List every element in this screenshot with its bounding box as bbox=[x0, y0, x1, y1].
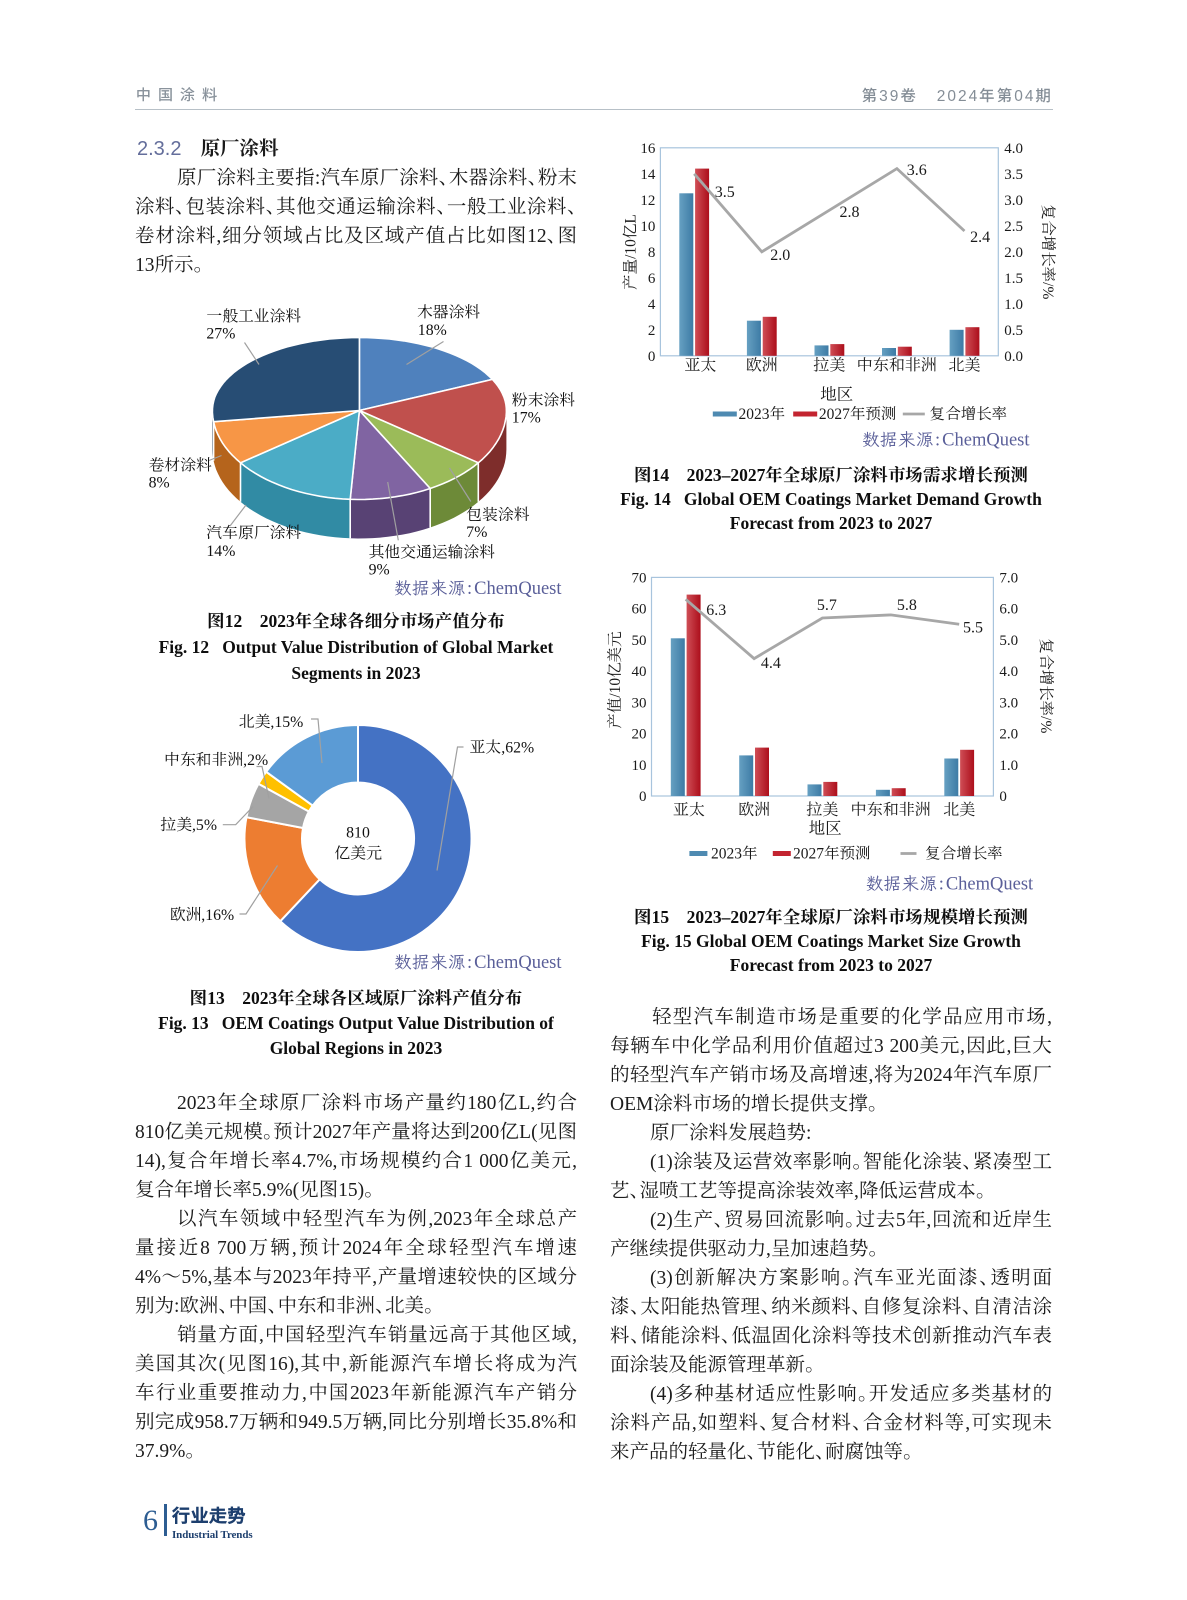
svg-text:2.0: 2.0 bbox=[1004, 245, 1023, 261]
svg-text:亚太,62%: 亚太,62% bbox=[470, 739, 535, 757]
svg-text:70: 70 bbox=[632, 570, 647, 586]
svg-text:欧洲: 欧洲 bbox=[738, 801, 770, 819]
svg-text:2.5: 2.5 bbox=[1004, 219, 1023, 235]
svg-text:8%: 8% bbox=[149, 475, 170, 492]
svg-text:16: 16 bbox=[640, 141, 656, 157]
svg-text:产量/10亿L: 产量/10亿L bbox=[622, 214, 640, 290]
svg-text:2027年预测: 2027年预测 bbox=[793, 845, 871, 863]
svg-text:10: 10 bbox=[640, 219, 655, 235]
svg-text:4: 4 bbox=[648, 297, 656, 313]
svg-text:40: 40 bbox=[632, 664, 647, 680]
svg-text:4.0: 4.0 bbox=[1004, 141, 1023, 157]
svg-text:欧洲,16%: 欧洲,16% bbox=[170, 906, 235, 924]
svg-text:4.4: 4.4 bbox=[761, 655, 781, 672]
svg-text:北美,15%: 北美,15% bbox=[239, 713, 303, 731]
svg-text:6: 6 bbox=[648, 271, 656, 287]
svg-text:0: 0 bbox=[999, 789, 1007, 805]
svg-text:5.7: 5.7 bbox=[817, 597, 837, 614]
svg-text:0.5: 0.5 bbox=[1004, 323, 1023, 339]
svg-text:2.4: 2.4 bbox=[970, 229, 990, 246]
svg-text:复合增长率/%: 复合增长率/% bbox=[1039, 205, 1057, 300]
svg-text:复合增长率/%: 复合增长率/% bbox=[1037, 639, 1055, 734]
svg-text:18%: 18% bbox=[418, 322, 447, 339]
svg-text:中东和非洲: 中东和非洲 bbox=[851, 801, 931, 819]
svg-text:50: 50 bbox=[632, 633, 647, 649]
svg-text:27%: 27% bbox=[206, 326, 235, 343]
svg-text:欧洲: 欧洲 bbox=[746, 357, 778, 375]
svg-text:30: 30 bbox=[632, 695, 647, 711]
svg-text:17%: 17% bbox=[512, 410, 541, 427]
svg-text:拉美: 拉美 bbox=[813, 357, 845, 375]
svg-text:地区: 地区 bbox=[809, 819, 842, 838]
svg-text:包装涂料: 包装涂料 bbox=[466, 506, 529, 524]
svg-text:粉末涂料: 粉末涂料 bbox=[512, 392, 575, 410]
svg-text:拉美: 拉美 bbox=[806, 801, 838, 819]
svg-text:3.0: 3.0 bbox=[999, 695, 1018, 711]
svg-text:数据来源:ChemQuest: 数据来源: ChemQuest bbox=[862, 428, 1030, 451]
svg-text:7%: 7% bbox=[466, 524, 487, 541]
svg-text:3.5: 3.5 bbox=[1004, 167, 1023, 183]
svg-text:3.6: 3.6 bbox=[907, 162, 927, 179]
svg-text:2027年预测: 2027年预测 bbox=[819, 405, 897, 423]
svg-text:8: 8 bbox=[648, 245, 656, 261]
svg-text:复合增长率: 复合增长率 bbox=[925, 845, 1003, 863]
svg-text:12: 12 bbox=[640, 193, 655, 209]
svg-text:14%: 14% bbox=[206, 543, 235, 560]
svg-text:2.0: 2.0 bbox=[770, 247, 790, 264]
svg-text:810: 810 bbox=[346, 825, 370, 842]
svg-text:14: 14 bbox=[640, 167, 656, 183]
svg-text:2: 2 bbox=[648, 323, 656, 339]
svg-text:木器涂料: 木器涂料 bbox=[417, 304, 480, 322]
svg-text:6.0: 6.0 bbox=[999, 602, 1018, 618]
svg-text:数据来源:ChemQuest: 数据来源: ChemQuest bbox=[394, 576, 562, 599]
svg-text:2023年: 2023年 bbox=[739, 405, 786, 423]
svg-text:6.3: 6.3 bbox=[706, 602, 726, 619]
svg-text:0.0: 0.0 bbox=[1004, 349, 1023, 365]
svg-text:中东和非洲: 中东和非洲 bbox=[857, 357, 937, 375]
svg-text:1.0: 1.0 bbox=[1004, 297, 1023, 313]
svg-text:5.0: 5.0 bbox=[999, 633, 1018, 649]
svg-text:亚太: 亚太 bbox=[673, 801, 705, 819]
svg-text:3.0: 3.0 bbox=[1004, 193, 1023, 209]
svg-text:卷材涂料: 卷材涂料 bbox=[149, 457, 212, 475]
svg-text:拉美,5%: 拉美,5% bbox=[160, 816, 217, 834]
svg-text:中东和非洲,2%: 中东和非洲,2% bbox=[164, 751, 268, 769]
svg-text:10: 10 bbox=[632, 758, 647, 774]
svg-text:北美: 北美 bbox=[948, 357, 980, 375]
svg-text:其他交通运输涂料: 其他交通运输涂料 bbox=[369, 543, 496, 562]
svg-text:9%: 9% bbox=[369, 562, 390, 579]
svg-text:5.5: 5.5 bbox=[963, 620, 983, 637]
svg-text:一般工业涂料: 一般工业涂料 bbox=[206, 308, 301, 326]
svg-text:0: 0 bbox=[648, 349, 656, 365]
svg-text:亚太: 亚太 bbox=[684, 357, 716, 375]
svg-text:20: 20 bbox=[632, 727, 647, 743]
svg-text:北美: 北美 bbox=[943, 801, 975, 819]
svg-text:4.0: 4.0 bbox=[999, 664, 1018, 680]
svg-text:0: 0 bbox=[639, 789, 647, 805]
svg-text:产值/10亿美元: 产值/10亿美元 bbox=[606, 631, 624, 729]
svg-text:2.0: 2.0 bbox=[999, 727, 1018, 743]
svg-text:7.0: 7.0 bbox=[999, 570, 1018, 586]
svg-text:地区: 地区 bbox=[820, 385, 853, 404]
svg-text:2.8: 2.8 bbox=[840, 204, 860, 221]
svg-text:60: 60 bbox=[632, 602, 647, 618]
svg-text:3.5: 3.5 bbox=[715, 184, 735, 201]
svg-text:数据来源:ChemQuest: 数据来源: ChemQuest bbox=[866, 872, 1034, 895]
svg-text:5.8: 5.8 bbox=[897, 597, 917, 614]
svg-text:数据来源:ChemQuest: 数据来源: ChemQuest bbox=[394, 950, 562, 973]
svg-text:亿美元: 亿美元 bbox=[334, 845, 382, 863]
svg-text:汽车原厂涂料: 汽车原厂涂料 bbox=[206, 524, 301, 542]
svg-text:1.0: 1.0 bbox=[999, 758, 1018, 774]
svg-text:1.5: 1.5 bbox=[1004, 271, 1023, 287]
svg-text:复合增长率: 复合增长率 bbox=[930, 405, 1008, 423]
svg-text:2023年: 2023年 bbox=[711, 845, 758, 863]
